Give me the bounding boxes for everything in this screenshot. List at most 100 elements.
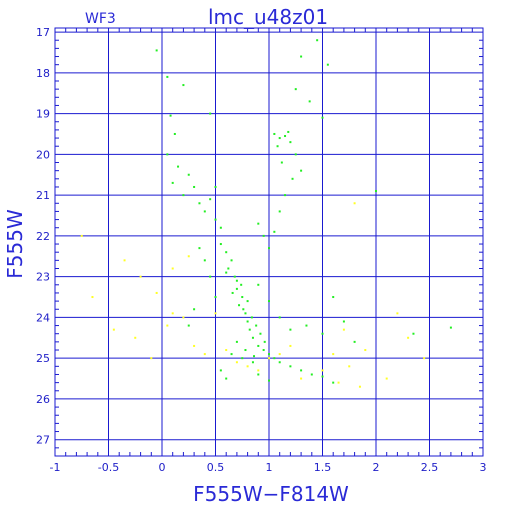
data-point-green [294, 153, 297, 156]
data-point-green [246, 320, 249, 323]
data-point-green [225, 251, 228, 254]
x-tick-label: 0 [159, 461, 166, 474]
data-point-green [375, 190, 377, 193]
x-tick-label: 0.5 [207, 461, 225, 474]
data-point-green [209, 112, 212, 115]
data-point-green [219, 243, 222, 246]
data-point-green [257, 373, 260, 376]
data-point-green [412, 332, 415, 335]
plot-frame [54, 27, 484, 457]
y-tick-label: 17 [36, 26, 50, 39]
data-point-yellow [235, 361, 238, 364]
data-point-green [289, 365, 292, 368]
data-point-yellow [423, 357, 426, 360]
data-point-yellow [166, 324, 169, 327]
data-point-green [308, 100, 311, 103]
data-point-green [235, 287, 238, 290]
tick-labels: -1 -0.5 0 0.5 1 1.5 2 2.5 3 17 18 19 20 21 22 23 24 25 26 2… [36, 26, 487, 474]
data-point-green [278, 137, 281, 140]
data-point-yellow [407, 336, 410, 339]
data-point-yellow [182, 316, 185, 319]
data-point-green [209, 275, 212, 278]
data-point-green [291, 177, 294, 180]
data-point-green [278, 316, 281, 319]
data-point-yellow [187, 255, 190, 258]
data-point-green [230, 353, 233, 356]
data-point-yellow [134, 336, 137, 339]
y-tick-label: 20 [36, 148, 50, 161]
y-tick-label: 27 [36, 434, 50, 447]
data-point-green [173, 132, 176, 135]
data-point-green [316, 39, 319, 42]
data-point-yellow [155, 291, 158, 294]
data-point-green [273, 132, 276, 135]
data-point-green [235, 279, 238, 282]
data-point-green [268, 300, 270, 303]
data-point-green [251, 336, 254, 339]
y-tick-label: 18 [36, 67, 50, 80]
panel-label: WF3 [85, 11, 116, 27]
data-point-yellow [321, 369, 324, 372]
data-point-yellow [300, 377, 303, 380]
data-point-green [273, 230, 276, 233]
data-point-green [214, 218, 217, 221]
data-point-green [449, 326, 452, 329]
data-point-green [273, 357, 276, 360]
data-point-green [268, 353, 270, 356]
data-point-yellow [348, 365, 351, 368]
data-point-yellow [358, 385, 361, 388]
data-point-yellow [257, 369, 260, 372]
data-point-green [300, 369, 303, 372]
x-tick-label: 1.5 [314, 461, 332, 474]
chart-title: lmc_u48z01 [208, 5, 328, 29]
data-point-green [203, 259, 206, 262]
data-point-green [246, 300, 249, 303]
data-point-green [177, 165, 180, 168]
data-point-green [284, 135, 287, 138]
data-point-green [326, 63, 329, 66]
data-point-green [289, 328, 292, 331]
y-tick-label: 23 [36, 271, 50, 284]
data-point-green [193, 308, 196, 311]
x-tick-label: -1 [50, 461, 61, 474]
data-point-green [244, 349, 247, 352]
data-point-yellow [289, 344, 292, 347]
data-point-yellow [337, 381, 340, 384]
data-point-green [242, 308, 245, 311]
data-point-yellow [193, 344, 196, 347]
data-point-yellow [353, 202, 356, 205]
data-point-green [300, 169, 303, 172]
data-point-green [198, 202, 201, 205]
data-point-green [230, 259, 233, 262]
data-point-green [250, 316, 253, 319]
data-point-green [332, 381, 335, 384]
data-point-green [219, 226, 222, 229]
data-point-green [287, 130, 290, 133]
x-tick-label: 3 [480, 461, 487, 474]
data-point-green [300, 55, 303, 58]
y-tick-label: 24 [36, 311, 50, 324]
data-point-green [219, 369, 222, 372]
data-point-green [248, 328, 251, 331]
data-point-green [278, 210, 281, 213]
data-point-green [193, 185, 196, 188]
data-point-green [253, 355, 256, 358]
data-point-yellow [171, 267, 174, 270]
y-tick-label: 25 [36, 352, 50, 365]
data-point-green [294, 88, 297, 91]
axis-ticks [55, 28, 483, 457]
data-point-green [182, 84, 185, 87]
data-point-green [169, 114, 172, 117]
data-point-yellow [396, 312, 399, 315]
data-point-yellow [171, 312, 174, 315]
data-point-green [203, 210, 206, 213]
data-point-green [235, 340, 238, 343]
y-tick-label: 21 [36, 189, 50, 202]
data-point-yellow [385, 377, 388, 380]
data-point-green [240, 283, 243, 286]
data-point-green [166, 75, 169, 78]
data-point-green [233, 275, 236, 278]
data-point-yellow [246, 365, 249, 368]
